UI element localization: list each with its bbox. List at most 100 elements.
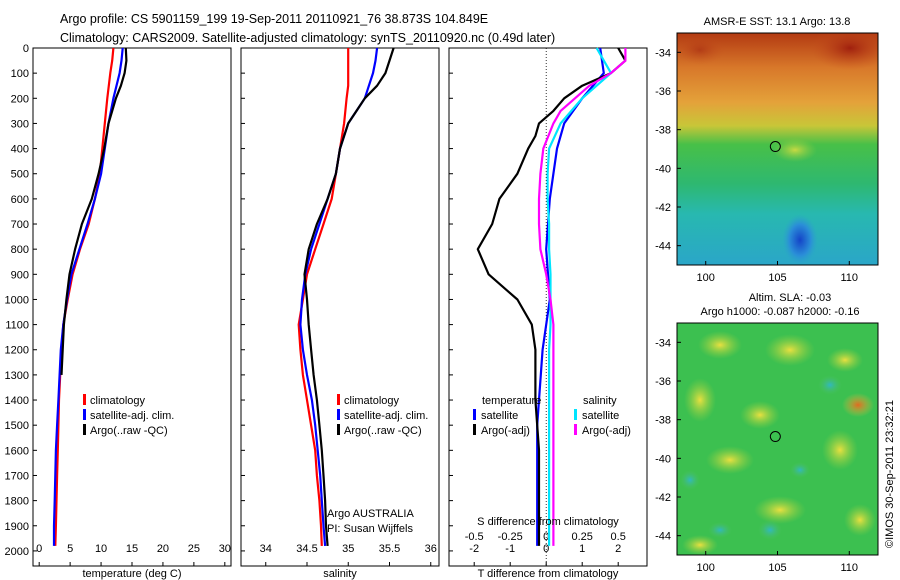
depth-tick-label: 200 <box>11 93 29 105</box>
x-tick-label: 5 <box>67 543 73 555</box>
sla-anomaly-patch <box>758 520 782 540</box>
sla-anomaly-patch <box>765 334 815 366</box>
x-tick-label: 20 <box>157 543 169 555</box>
series-line-argo-raw-qc- <box>303 47 395 546</box>
depth-tick-label: 0 <box>23 43 29 55</box>
x-tick-label: 25 <box>188 543 200 555</box>
argo-location-marker <box>769 431 781 443</box>
lon-tick-label: 100 <box>697 562 715 574</box>
temperature-axis-ticks: 0 5 10 15 20 25 30 <box>36 543 231 566</box>
lat-tick-label: -34 <box>655 337 671 349</box>
legend-label-satellite: satellite-adj. clim. <box>344 410 428 422</box>
sla-map: Altim. SLA: -0.03 Argo h1000: -0.087 h20… <box>655 292 879 574</box>
legend-label-temperature-argo: Argo(-adj) <box>481 425 530 437</box>
lat-tick-label: -36 <box>655 376 671 388</box>
sla-anomaly-patch <box>754 496 806 524</box>
s-difference-tick-label: 0.5 <box>611 531 626 543</box>
argo-location-marker <box>769 141 781 153</box>
legend-swatch-temperature-argo <box>473 424 476 435</box>
x-tick-label: 15 <box>126 543 138 555</box>
header-line-2: Climatology: CARS2009. Satellite-adjuste… <box>60 31 555 45</box>
depth-tick-label: 900 <box>11 269 29 281</box>
x-tick-label: 34.5 <box>296 543 317 555</box>
depth-tick-label: 1300 <box>5 370 29 382</box>
front-patch <box>773 138 817 162</box>
sla-anomaly-patch <box>708 522 732 538</box>
lat-tick-label: -40 <box>655 163 671 175</box>
depth-tick-label: 1800 <box>5 496 29 508</box>
sla-anomaly-patch <box>706 446 754 474</box>
series-line-argo-raw-qc- <box>60 47 128 375</box>
legend-swatch-argo <box>83 424 86 435</box>
s-difference-axis-label: S difference from climatology <box>477 516 619 528</box>
sst-map-title: AMSR-E SST: 13.1 Argo: 13.8 <box>704 16 851 28</box>
lat-tick-label: -36 <box>655 86 671 98</box>
salinity-legend: climatology satellite-adj. clim. Argo(..… <box>337 394 428 437</box>
legend-swatch-argo <box>337 424 340 435</box>
sla-anomaly-patch <box>698 331 742 359</box>
lat-tick-label: -40 <box>655 453 671 465</box>
depth-tick-label: 1900 <box>5 521 29 533</box>
depth-tick-label: 700 <box>11 219 29 231</box>
s-difference-tick-label: 0.25 <box>571 531 592 543</box>
series-line-climatology <box>54 47 115 546</box>
depth-tick-label: 600 <box>11 194 29 206</box>
legend-swatch-salinity-argo <box>574 424 577 435</box>
lon-tick-label: 110 <box>841 562 859 574</box>
depth-tick-label: 1100 <box>5 320 29 332</box>
difference-panel: -2 -1 0 1 2 -0.5 -0.25 0 0.25 0.5 T difference f… <box>448 47 648 580</box>
x-tick-label: 36 <box>425 543 437 555</box>
series-line-satellite-adj-clim- <box>299 47 379 546</box>
sla-map-title-line-1: Altim. SLA: -0.03 <box>749 292 832 304</box>
sla-anomaly-patch <box>740 401 780 429</box>
legend-header-temperature: temperature <box>482 395 541 407</box>
lat-tick-label: -38 <box>655 415 671 427</box>
salinity-axis-ticks: 34 34.5 35 35.5 36 <box>260 543 437 566</box>
legend-label-climatology: climatology <box>90 395 146 407</box>
t-difference-axis-label: T difference from climatology <box>478 568 619 580</box>
series-line-salinity-argo-adj- <box>537 48 627 546</box>
salinity-panel: 34 34.5 35 35.5 36 salinity climatology sate… <box>240 47 440 580</box>
sst-map: AMSR-E SST: 13.1 Argo: 13.8 100 105 110 -34… <box>655 16 879 284</box>
depth-tick-label: 2000 <box>5 546 29 558</box>
legend-label-salinity-satellite: satellite <box>582 410 619 422</box>
sla-anomaly-patch <box>818 375 842 395</box>
s-difference-tick-label: -0.5 <box>465 531 484 543</box>
temperature-panel: 0100200300400500600700800900100011001200… <box>5 43 232 580</box>
sla-anomaly-patch <box>790 462 810 478</box>
float-owner-label: Argo AUSTRALIA <box>327 508 414 520</box>
legend-swatch-satellite <box>83 409 86 420</box>
x-tick-label: 2 <box>615 543 621 555</box>
depth-tick-label: 400 <box>11 144 29 156</box>
cold-core <box>782 214 818 265</box>
depth-tick-label: 1000 <box>5 294 29 306</box>
series-line-temperature-satellite <box>536 47 605 546</box>
header-line-1: Argo profile: CS 5901159_199 19-Sep-2011… <box>60 12 488 26</box>
t-difference-axis-ticks: -2 -1 0 1 2 <box>469 543 621 566</box>
temperature-axis-label: temperature (deg C) <box>82 568 181 580</box>
depth-tick-label: 500 <box>11 169 29 181</box>
x-tick-label: 35.5 <box>379 543 400 555</box>
legend-swatch-satellite <box>337 409 340 420</box>
depth-tick-label: 1700 <box>5 470 29 482</box>
depth-tick-label: 1200 <box>5 345 29 357</box>
lon-tick-label: 110 <box>841 272 859 284</box>
s-difference-tick-label: 0 <box>543 531 549 543</box>
difference-panel-frame <box>448 47 648 567</box>
salinity-axis-label: salinity <box>323 568 357 580</box>
s-difference-tick-label: -0.25 <box>498 531 523 543</box>
legend-label-argo: Argo(..raw -QC) <box>90 425 168 437</box>
legend-header-salinity: salinity <box>583 395 617 407</box>
series-line-salinity-satellite <box>546 47 613 546</box>
lon-tick-label: 100 <box>697 272 715 284</box>
sla-anomaly-patch <box>684 378 716 422</box>
lat-tick-label: -34 <box>655 47 671 59</box>
sla-anomaly-patch <box>844 504 876 536</box>
salinity-panel-frame <box>240 47 440 567</box>
lat-tick-label: -42 <box>655 202 671 214</box>
depth-tick-label: 1500 <box>5 420 29 432</box>
legend-swatch-salinity-satellite <box>574 409 577 420</box>
sla-anomaly-patch <box>680 470 700 490</box>
legend-label-climatology: climatology <box>344 395 400 407</box>
